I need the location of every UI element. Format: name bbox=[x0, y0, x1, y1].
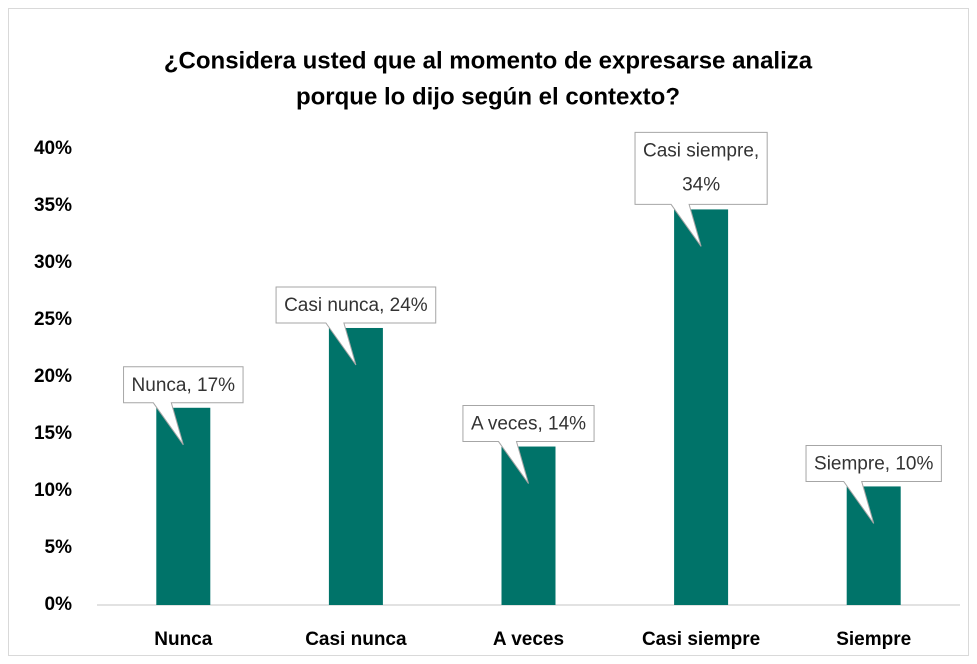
data-label: A veces, 14% bbox=[462, 405, 595, 484]
bar bbox=[156, 407, 211, 605]
bar bbox=[328, 327, 383, 605]
bar bbox=[846, 486, 901, 605]
callout-box bbox=[462, 405, 595, 484]
callout-box bbox=[634, 131, 768, 247]
bar bbox=[674, 209, 729, 606]
data-label: Casi siempre, 34% bbox=[634, 131, 768, 247]
y-tick-label: 5% bbox=[45, 537, 73, 558]
x-tick-label: Siempre bbox=[836, 629, 911, 650]
y-tick-label: 10% bbox=[34, 480, 72, 501]
x-tick-label: Casi siempre bbox=[642, 629, 760, 650]
callout-box bbox=[123, 366, 244, 446]
data-label: Casi nunca, 24% bbox=[275, 286, 437, 366]
x-tick-label: Nunca bbox=[154, 629, 213, 650]
callout-box bbox=[275, 286, 437, 366]
chart-title: ¿Considera usted que al momento de expre… bbox=[164, 47, 813, 74]
y-tick-label: 15% bbox=[34, 423, 72, 444]
data-label-text: Casi nunca, 24% bbox=[284, 295, 428, 316]
y-tick-label: 20% bbox=[34, 366, 72, 387]
data-label-text: Siempre, 10% bbox=[814, 453, 933, 474]
y-tick-label: 35% bbox=[34, 195, 72, 216]
x-tick-label: A veces bbox=[493, 629, 564, 650]
y-tick-label: 25% bbox=[34, 309, 72, 330]
x-tick-label: Casi nunca bbox=[305, 629, 407, 650]
bar bbox=[501, 446, 556, 605]
data-label-text: Casi siempre, 34% bbox=[643, 140, 759, 195]
data-label: Siempre, 10% bbox=[805, 444, 942, 524]
data-label: Nunca, 17% bbox=[123, 366, 244, 446]
chart-title: porque lo dijo según el contexto? bbox=[296, 83, 680, 110]
callout-box bbox=[805, 444, 942, 524]
data-label-text: Nunca, 17% bbox=[132, 375, 236, 396]
y-tick-label: 30% bbox=[34, 252, 72, 273]
y-tick-label: 40% bbox=[34, 138, 72, 159]
y-tick-label: 0% bbox=[45, 594, 73, 615]
data-label-text: A veces, 14% bbox=[471, 414, 586, 435]
